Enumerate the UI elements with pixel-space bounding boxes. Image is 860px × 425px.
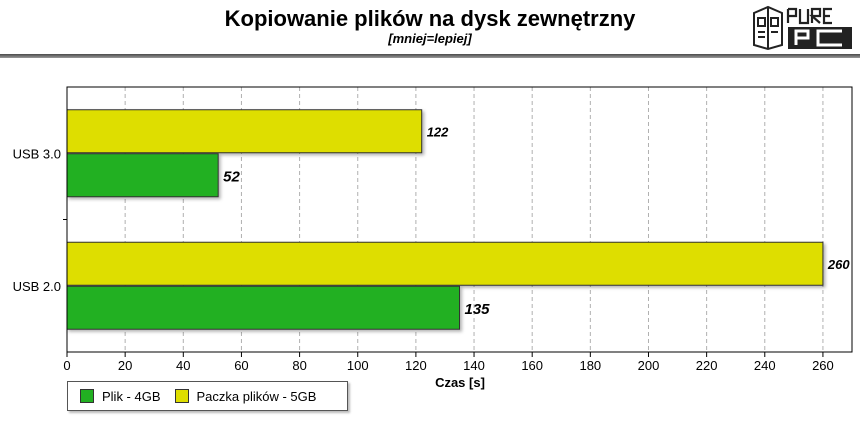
x-axis-label: Czas [s]: [435, 375, 485, 390]
x-tick-label: 260: [812, 358, 834, 373]
x-tick-label: 0: [63, 358, 70, 373]
data-label: 52: [223, 168, 240, 185]
purepc-logo: [753, 5, 852, 51]
chart-subtitle: [mniej=lepiej]: [388, 31, 472, 46]
x-tick-label: 80: [292, 358, 306, 373]
bar: [66, 285, 460, 330]
x-tick-label: 180: [579, 358, 601, 373]
legend-swatch-yellow: [174, 389, 189, 403]
x-tick-label: 220: [696, 358, 718, 373]
header-divider: [0, 54, 860, 58]
x-tick-label: 120: [405, 358, 427, 373]
plot-frame: [66, 86, 853, 353]
legend: Plik - 4GB Paczka plików - 5GB: [67, 381, 348, 411]
x-tick-label: 20: [118, 358, 132, 373]
x-tick-label: 240: [754, 358, 776, 373]
bar: [66, 153, 219, 198]
axes: 0 20 40 60 80 100 120 140 160 180 200 220 240 260 USB …: [13, 86, 853, 373]
x-tick-label: 160: [521, 358, 543, 373]
x-tick-label: 60: [234, 358, 248, 373]
data-label: 260: [827, 257, 850, 272]
legend-label: Paczka plików - 5GB: [196, 388, 317, 404]
x-tick-label: 40: [176, 358, 190, 373]
legend-item-plik: Plik - 4GB: [80, 389, 161, 404]
x-tick-label: 100: [347, 358, 369, 373]
y-category-label: USB 2.0: [13, 279, 61, 294]
chart-title: Kopiowanie plików na dysk zewnętrzny: [224, 6, 636, 31]
y-category-label: USB 3.0: [13, 146, 61, 161]
x-tick-label: 200: [638, 358, 660, 373]
bar: [66, 109, 423, 154]
bar: [66, 241, 824, 286]
legend-item-paczka: Paczka plików - 5GB: [174, 388, 317, 404]
data-label: 135: [465, 301, 491, 318]
x-tick-label: 140: [463, 358, 485, 373]
bars: 122 52 260 135: [66, 109, 850, 330]
data-label: 122: [427, 124, 449, 139]
chart-header: Kopiowanie plików na dysk zewnętrzny [mn…: [0, 0, 860, 58]
legend-swatch-green: [80, 389, 94, 403]
legend-label: Plik - 4GB: [102, 388, 161, 404]
